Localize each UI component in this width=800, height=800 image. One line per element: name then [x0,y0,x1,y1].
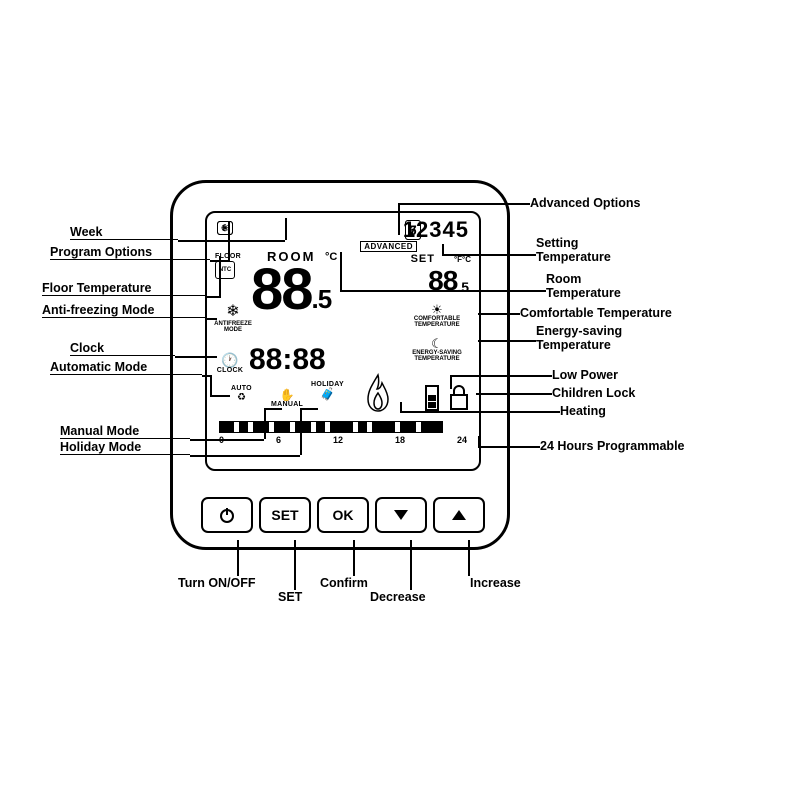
set-unit: °F°C [454,255,471,264]
recycle-icon: ♻ [231,392,252,403]
room-temp-main: 88 [251,261,312,319]
floor-ntc-icon: NTC [215,261,235,279]
manual-label: MANUAL [271,401,303,408]
lock-icon [449,385,469,411]
callout-holiday: Holiday Mode [60,440,190,455]
callout-onoff: Turn ON/OFF [178,576,256,590]
clock-block: 🕐 CLOCK [215,353,245,374]
down-button[interactable] [375,497,427,533]
auto-label: AUTO [231,385,252,392]
set-button-label: SET [271,507,298,523]
ok-button[interactable]: OK [317,497,369,533]
callout-heating: Heating [560,404,606,418]
callout-floor-temp: Floor Temperature [42,281,207,296]
moon-icon: ☾ [403,337,471,350]
callout-anti-freezing: Anti-freezing Mode [42,303,207,318]
hand-icon: ✋ [271,389,303,401]
room-temp-dec: .5 [312,284,332,315]
set-label: SET [411,253,435,265]
button-row: SET OK [195,497,491,533]
callout-confirm: Confirm [320,576,368,590]
ok-button-label: OK [333,507,354,523]
callout-low-power: Low Power [552,368,618,382]
callout-program-options: Program Options [50,245,210,260]
callout-manual: Manual Mode [60,424,190,439]
weekday-row: 12345 6 7 [403,217,469,243]
weekday-7: 7 [405,220,421,240]
hour-18: 18 [395,435,405,445]
energy-label2: TEMPERATURE [403,356,471,362]
auto-block: AUTO ♻ [231,385,252,403]
clock-label: CLOCK [215,367,245,374]
comfortable-label2: TEMPERATURE [403,322,471,328]
callout-week: Week [70,225,178,240]
snowflake-icon: ❄ [211,301,255,321]
callout-comfortable: Comfortable Temperature [520,306,672,320]
antifreeze-label2: MODE [211,327,255,333]
callout-setting-temp: SettingTemperature [536,236,611,264]
time-value: 88:88 [249,343,326,377]
program-icon-3: ☾ [217,221,233,235]
lcd-screen: ☀ ⌂ ☾ 12345 6 7 ADVANCED FLOOR NTC ❄ ANT… [205,211,481,471]
manual-block: ✋ MANUAL [271,389,303,408]
callout-automatic: Automatic Mode [50,360,202,375]
callout-clock: Clock [70,341,175,356]
power-button[interactable] [201,497,253,533]
comfortable-block: ☀ COMFORTABLE TEMPERATURE [403,303,471,328]
set-temp-value: 88 .5 [428,265,469,297]
hour-12: 12 [333,435,343,445]
callout-room-temp: RoomTemperature [546,272,621,300]
callout-advanced: Advanced Options [530,196,640,210]
callout-children-lock: Children Lock [552,386,635,400]
hour-6: 6 [276,435,281,445]
sun-icon: ☀ [403,303,471,316]
callout-decrease: Decrease [370,590,426,604]
callout-set-btn: SET [278,590,302,604]
suitcase-icon: 🧳 [311,388,344,400]
program-bar-slots [219,421,467,433]
set-temp-main: 88 [428,265,457,297]
callout-energy: Energy-savingTemperature [536,324,622,352]
program-bar: 0 6 12 18 24 [219,421,467,445]
flame-icon [362,373,394,413]
energy-block: ☾ ENERGY-SAVING TEMPERATURE [403,337,471,362]
battery-icon [425,385,439,411]
up-button[interactable] [433,497,485,533]
set-button[interactable]: SET [259,497,311,533]
callout-increase: Increase [470,576,521,590]
antifreeze-block: ❄ ANTIFREEZE MODE [211,301,255,333]
advanced-badge: ADVANCED [360,241,417,252]
callout-24h: 24 Hours Programmable [540,439,685,453]
hour-24: 24 [457,435,467,445]
set-temp-dec: .5 [457,279,469,295]
room-temp-value: 88 .5 [251,261,331,319]
holiday-block: HOLIDAY 🧳 [311,381,344,400]
clock-icon: 🕐 [215,353,245,367]
thermostat-device: ☀ ⌂ ☾ 12345 6 7 ADVANCED FLOOR NTC ❄ ANT… [170,180,510,550]
time-digits: 88:88 [249,343,326,376]
